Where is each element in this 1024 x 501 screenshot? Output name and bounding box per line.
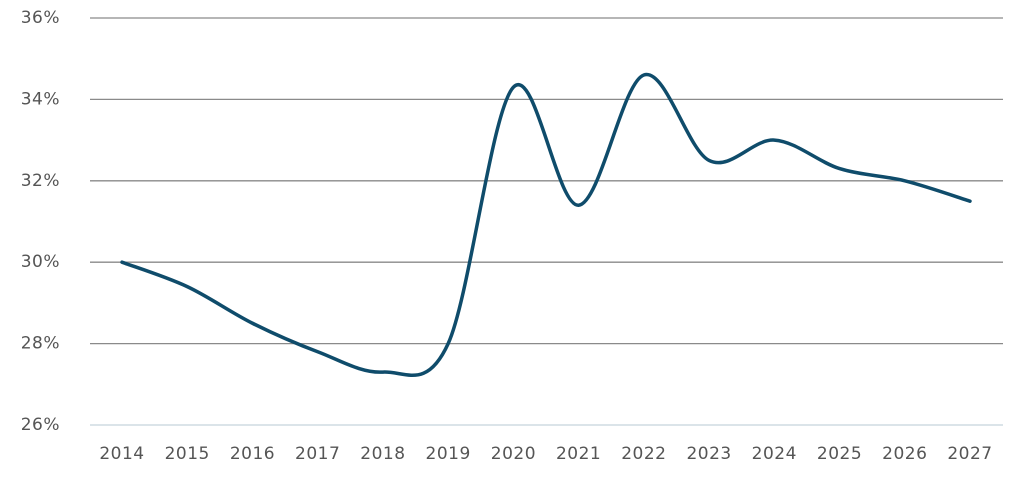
x-tick-label: 2026 <box>882 444 927 464</box>
x-tick-label: 2021 <box>556 444 601 464</box>
y-tick-label: 32% <box>21 171 60 191</box>
x-tick-label: 2023 <box>686 444 731 464</box>
data-line <box>120 73 972 378</box>
x-tick-label: 2020 <box>491 444 536 464</box>
y-tick-label: 26% <box>21 415 60 435</box>
x-tick-label: 2014 <box>99 444 144 464</box>
x-tick-label: 2025 <box>817 444 862 464</box>
y-tick-label: 36% <box>21 8 60 28</box>
x-tick-label: 2019 <box>426 444 471 464</box>
x-tick-label: 2018 <box>360 444 405 464</box>
x-tick-label: 2015 <box>165 444 210 464</box>
x-tick-label: 2024 <box>752 444 797 464</box>
x-tick-label: 2022 <box>621 444 666 464</box>
y-tick-label: 34% <box>21 89 60 109</box>
x-tick-label: 2016 <box>230 444 275 464</box>
y-tick-label: 30% <box>21 252 60 272</box>
x-tick-label: 2017 <box>295 444 340 464</box>
x-tick-label: 2027 <box>947 444 992 464</box>
y-tick-label: 28% <box>21 334 60 354</box>
